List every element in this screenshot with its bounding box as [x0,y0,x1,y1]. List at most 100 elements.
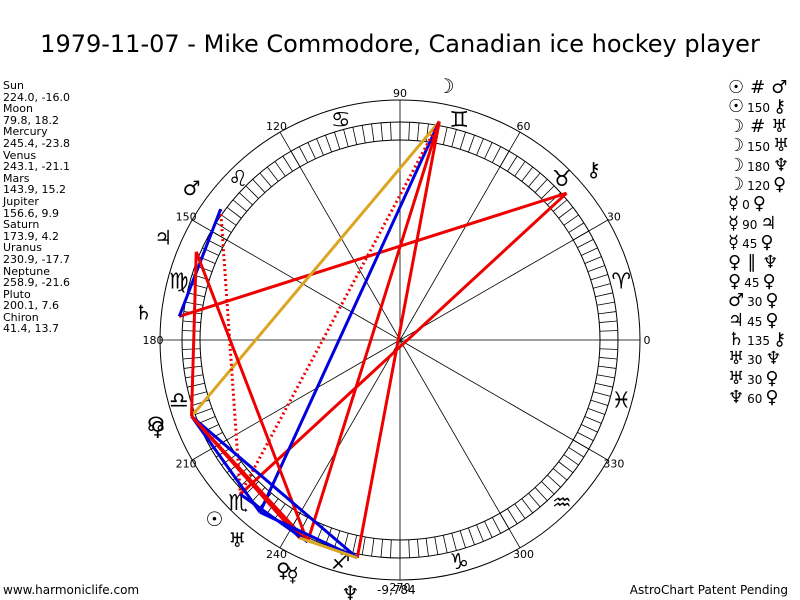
aspect-planet-b: ♆ [773,154,790,176]
degree-tick [599,357,618,360]
zodiac-sign-icon: ♐ [331,550,351,575]
degree-tick [425,538,429,557]
aspect-planet-b: ♀ [773,173,787,195]
zodiac-sign-icon: ♋ [331,108,351,133]
aspect-row: ♅ 30 ♀ [728,369,789,388]
degree-tick [226,206,242,219]
degree-tick [442,535,448,553]
chart-glyph-neptune-icon: ♆ [341,581,359,600]
degree-tick [577,431,594,442]
degree-label: 30 [607,211,621,224]
aspect-planet-a: ♂ [728,290,745,312]
planet-coords-pluto: 200.1, 7.6 [3,299,59,313]
degree-tick [577,238,594,249]
degree-tick [408,539,410,558]
degree-tick [528,492,541,508]
aspect-row: ☽ 180 ♆ [728,154,790,176]
planet-name-sun: Sun [3,79,24,92]
sign-divider-line [399,131,521,341]
zodiac-sign-icon: ♊ [449,108,469,133]
aspect-planet-a: ♅ [728,367,745,389]
aspect-angle: 120 [747,178,771,193]
degree-tick [484,521,493,538]
degree-tick [507,508,518,525]
website-link[interactable]: www.harmoniclife.com [3,583,140,597]
planet-coords-neptune: 258.9, -21.6 [3,276,70,290]
degree-tick [593,391,611,397]
score-value: -9,784 [377,583,416,597]
chart-glyph-mercury-icon: ☿ [286,563,298,587]
degree-tick [182,320,201,323]
degree-tick [568,447,585,458]
degree-tick [334,131,341,150]
aspect-angle: 45 [747,314,763,329]
zodiac-sign-icon: ♈ [611,270,631,295]
aspect-symbol: # [750,77,766,98]
aspect-row: ☽ 150 ♅ [728,136,789,155]
aspect-planet-a: ☉ [728,96,745,118]
chart-title: 1979-11-07 - Mike Commodore, Canadian ic… [40,30,760,58]
aspect-row: ♂ 30 ♀ [728,291,789,310]
planet-coords-chiron: 41.4, 13.7 [3,322,59,336]
aspect-line [190,251,198,417]
degree-tick [581,247,598,256]
degree-tick [434,536,439,555]
planet-name-mars: Mars [3,171,30,185]
degree-tick [417,539,420,558]
degree-tick [266,166,279,182]
degree-tick [584,256,602,264]
degree-tick [185,374,204,379]
degree-tick [590,399,609,406]
degree-tick [552,468,568,481]
aspect-planet-b: ♀ [765,387,779,409]
aspect-line [194,251,309,543]
degree-tick [476,138,484,156]
chart-glyph-moon-icon: ☽ [437,74,455,98]
degree-tick [558,206,574,219]
degree-tick [599,320,618,323]
planet-name-venus: Venus [3,148,37,162]
aspect-angle: 135 [747,334,771,349]
degree-tick [390,539,392,558]
degree-label: 0 [644,334,651,347]
sign-divider-line [279,131,401,341]
chart-glyph-jupiter-icon: ♃ [154,226,172,250]
aspect-planet-b: ♀ [765,309,779,331]
aspect-row: ♅ 30 ♆ [728,349,789,368]
degree-tick [563,214,579,226]
degree-tick [507,155,518,172]
aspect-planet-a: ♃ [728,309,745,331]
degree-tick [380,122,383,141]
degree-tick [491,517,502,534]
degree-tick [484,142,493,159]
aspect-list: ☉ # ♂ ☉ 150 ⚷ ☽ # ♅ ☽ 150 ♅ ☽ 180 ♆ ☽ 120 ♀ ☿ 0 ♀ ☿ 90 ♃ ☿ 45 ♀ ♀ ∥ ♆… [728,78,789,408]
degree-tick [476,524,484,542]
aspect-angle: 60 [747,392,763,407]
aspect-planet-a: ☿ [728,193,740,215]
aspect-row: ☉ 150 ⚷ [728,97,789,116]
degree-tick [521,498,534,514]
aspect-row: ☿ 90 ♃ [728,214,789,233]
planet-coords-sun: 224.0, -16.0 [3,90,70,104]
patent-notice: AstroChart Patent Pending [629,583,788,597]
aspect-row: ☉ # ♂ [728,78,789,97]
degree-tick [252,179,266,193]
aspect-planet-a: ☽ [728,173,745,195]
chart-glyph-sun-icon: ☉ [205,507,223,531]
aspect-line [238,120,441,495]
aspect-line [190,120,441,418]
zodiac-sign-icon: ♑ [449,550,469,575]
degree-label: 240 [266,548,287,561]
aspect-angle: 45 [742,237,758,252]
aspect-planet-b: ♆ [762,251,779,273]
aspect-line [355,121,441,559]
planet-coords-mercury: 245.4, -23.8 [3,136,70,150]
degree-label: 90 [393,87,407,100]
planet-name-chiron: Chiron [3,310,39,324]
aspect-row: ♃ 45 ♀ [728,309,789,331]
degree-tick [514,503,526,519]
degree-tick [215,222,232,233]
aspect-angle: 30 [747,372,763,387]
chart-glyph-mars-icon: ♂ [183,176,201,200]
zodiac-sign-icon: ♏ [228,491,248,516]
